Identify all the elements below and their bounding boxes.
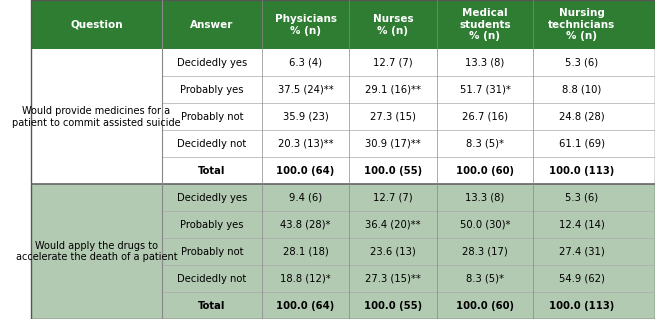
Text: Probably yes: Probably yes <box>180 220 244 230</box>
Text: Nursing
technicians
% (n): Nursing technicians % (n) <box>548 8 615 41</box>
Text: 13.3 (8): 13.3 (8) <box>465 193 504 203</box>
Text: 9.4 (6): 9.4 (6) <box>289 193 322 203</box>
Text: Decidedly not: Decidedly not <box>178 139 246 149</box>
Text: 30.9 (17)**: 30.9 (17)** <box>365 139 421 149</box>
Text: Decidedly yes: Decidedly yes <box>177 58 247 68</box>
Text: 100.0 (55): 100.0 (55) <box>364 300 422 310</box>
Text: 37.5 (24)**: 37.5 (24)** <box>278 85 333 95</box>
Text: Total: Total <box>198 300 226 310</box>
Bar <box>31 211 655 238</box>
Text: 12.4 (14): 12.4 (14) <box>559 220 605 230</box>
Text: 100.0 (113): 100.0 (113) <box>549 300 614 310</box>
Text: Question: Question <box>70 20 123 30</box>
Text: 12.7 (7): 12.7 (7) <box>373 193 413 203</box>
Text: Answer: Answer <box>191 20 234 30</box>
Text: Probably not: Probably not <box>181 247 243 256</box>
Text: Probably yes: Probably yes <box>180 85 244 95</box>
Text: 26.7 (16): 26.7 (16) <box>462 112 508 122</box>
Bar <box>31 103 655 130</box>
Bar <box>31 49 655 77</box>
Bar <box>31 0 655 49</box>
Text: 36.4 (20)**: 36.4 (20)** <box>365 220 421 230</box>
Bar <box>31 77 655 103</box>
Text: 54.9 (62): 54.9 (62) <box>559 274 605 284</box>
Text: Total: Total <box>198 166 226 176</box>
Bar <box>31 292 655 319</box>
Bar <box>31 265 655 292</box>
Text: Decidedly yes: Decidedly yes <box>177 193 247 203</box>
Text: 100.0 (60): 100.0 (60) <box>456 166 514 176</box>
Text: 24.8 (28): 24.8 (28) <box>559 112 605 122</box>
Text: 23.6 (13): 23.6 (13) <box>370 247 416 256</box>
Text: 35.9 (23): 35.9 (23) <box>283 112 328 122</box>
Text: 100.0 (64): 100.0 (64) <box>276 166 335 176</box>
Text: 6.3 (4): 6.3 (4) <box>289 58 322 68</box>
Text: 43.8 (28)*: 43.8 (28)* <box>280 220 331 230</box>
Text: 13.3 (8): 13.3 (8) <box>465 58 504 68</box>
Text: 28.1 (18): 28.1 (18) <box>283 247 328 256</box>
Text: 100.0 (60): 100.0 (60) <box>456 300 514 310</box>
Text: Would provide medicines for a
patient to commit assisted suicide: Would provide medicines for a patient to… <box>12 106 181 128</box>
Text: 27.3 (15)**: 27.3 (15)** <box>365 274 421 284</box>
Bar <box>31 184 655 211</box>
Text: 18.8 (12)*: 18.8 (12)* <box>280 274 331 284</box>
Bar <box>31 238 655 265</box>
Text: 27.3 (15): 27.3 (15) <box>370 112 416 122</box>
Text: 8.8 (10): 8.8 (10) <box>562 85 601 95</box>
Text: 100.0 (64): 100.0 (64) <box>276 300 335 310</box>
Text: 20.3 (13)**: 20.3 (13)** <box>278 139 333 149</box>
Text: 50.0 (30)*: 50.0 (30)* <box>460 220 510 230</box>
Text: Medical
students
% (n): Medical students % (n) <box>459 8 511 41</box>
Text: Probably not: Probably not <box>181 112 243 122</box>
Text: 5.3 (6): 5.3 (6) <box>565 193 598 203</box>
Text: 12.7 (7): 12.7 (7) <box>373 58 413 68</box>
Text: 51.7 (31)*: 51.7 (31)* <box>460 85 510 95</box>
Text: 8.3 (5)*: 8.3 (5)* <box>466 139 504 149</box>
Text: 8.3 (5)*: 8.3 (5)* <box>466 274 504 284</box>
Text: Decidedly not: Decidedly not <box>178 274 246 284</box>
Text: 29.1 (16)**: 29.1 (16)** <box>365 85 421 95</box>
Bar <box>31 157 655 184</box>
Text: Nurses
% (n): Nurses % (n) <box>373 14 413 35</box>
Text: 5.3 (6): 5.3 (6) <box>565 58 598 68</box>
Text: Physicians
% (n): Physicians % (n) <box>274 14 337 35</box>
Text: 27.4 (31): 27.4 (31) <box>559 247 605 256</box>
Text: 100.0 (55): 100.0 (55) <box>364 166 422 176</box>
Text: 61.1 (69): 61.1 (69) <box>559 139 605 149</box>
Text: Would apply the drugs to
accelerate the death of a patient: Would apply the drugs to accelerate the … <box>16 241 178 263</box>
Bar <box>31 130 655 157</box>
Text: 100.0 (113): 100.0 (113) <box>549 166 614 176</box>
Text: 28.3 (17): 28.3 (17) <box>462 247 508 256</box>
